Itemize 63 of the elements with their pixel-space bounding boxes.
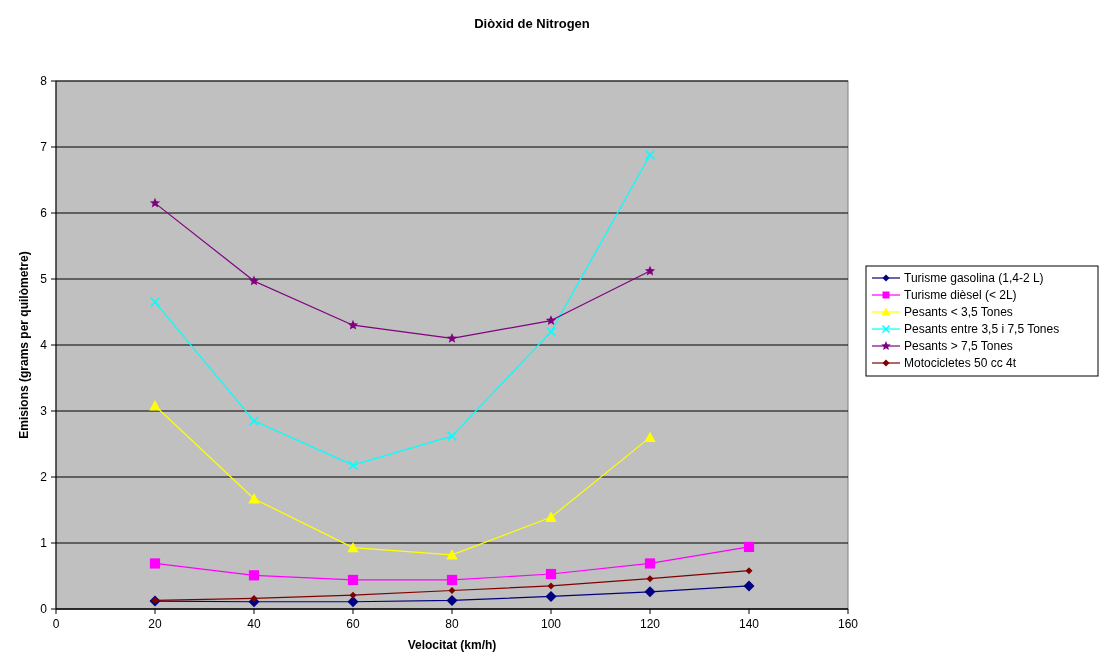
legend-label: Motocicletes 50 cc 4t: [904, 356, 1017, 371]
point: [248, 570, 260, 581]
point: [743, 541, 755, 553]
point: [446, 333, 458, 343]
legend-label: Pesants < 3,5 Tones: [904, 305, 1013, 320]
point: [149, 400, 161, 411]
point: [646, 575, 654, 583]
point: [644, 586, 656, 598]
point: [545, 590, 557, 602]
point: [349, 591, 357, 599]
point: [545, 568, 557, 580]
point: [644, 149, 656, 160]
legend-label: Turisme dièsel (< 2L): [904, 288, 1017, 303]
x-tick-label: 100: [540, 617, 562, 631]
point: [347, 574, 359, 586]
x-tick-label: 60: [346, 617, 360, 631]
x-tick-label: 140: [738, 617, 760, 631]
y-tick-label: 2: [40, 470, 48, 485]
x-axis-title: Velocitat (km/h): [407, 638, 497, 652]
point: [446, 574, 458, 586]
y-tick-label: 8: [40, 74, 48, 89]
point: [347, 596, 359, 608]
legend-label: Turisme gasolina (1,4-2 L): [904, 271, 1044, 286]
y-tick-label: 3: [40, 404, 48, 419]
y-tick-label: 7: [40, 140, 48, 155]
point: [347, 541, 359, 553]
point: [250, 594, 258, 602]
point: [446, 549, 458, 560]
x-tick-label: 0: [52, 617, 60, 631]
point: [644, 558, 656, 569]
point: [446, 594, 458, 606]
y-tick-label: 4: [40, 338, 48, 353]
x-tick-label: 120: [639, 617, 661, 631]
chart-title: Diòxid de Nitrogen: [474, 16, 590, 31]
point: [149, 558, 161, 569]
point: [446, 431, 458, 442]
point: [545, 511, 557, 522]
legend-label: Pesants > 7,5 Tones: [904, 339, 1013, 354]
legend-label: Pesants entre 3,5 i 7,5 Tones: [904, 322, 1060, 337]
point: [547, 582, 555, 590]
point: [644, 431, 656, 443]
x-tick-label: 20: [148, 617, 162, 631]
point: [149, 197, 161, 208]
y-tick-label: 0: [40, 602, 48, 617]
point: [743, 580, 755, 592]
point: [248, 493, 260, 504]
point: [448, 587, 456, 595]
x-tick-label: 80: [445, 617, 459, 631]
point: [347, 460, 359, 471]
y-tick-label: 5: [40, 272, 48, 287]
x-tick-label: 160: [837, 617, 859, 631]
point: [347, 319, 359, 330]
point: [248, 275, 260, 286]
y-tick-label: 1: [40, 536, 48, 551]
y-tick-label: 6: [40, 206, 48, 221]
point: [545, 315, 557, 325]
y-axis-title: Emisions (grams per quilòmetre): [17, 251, 31, 439]
point: [644, 265, 656, 276]
point: [248, 415, 260, 426]
x-tick-label: 40: [247, 617, 261, 631]
point: [745, 567, 753, 575]
point: [545, 326, 557, 337]
point: [149, 297, 161, 308]
